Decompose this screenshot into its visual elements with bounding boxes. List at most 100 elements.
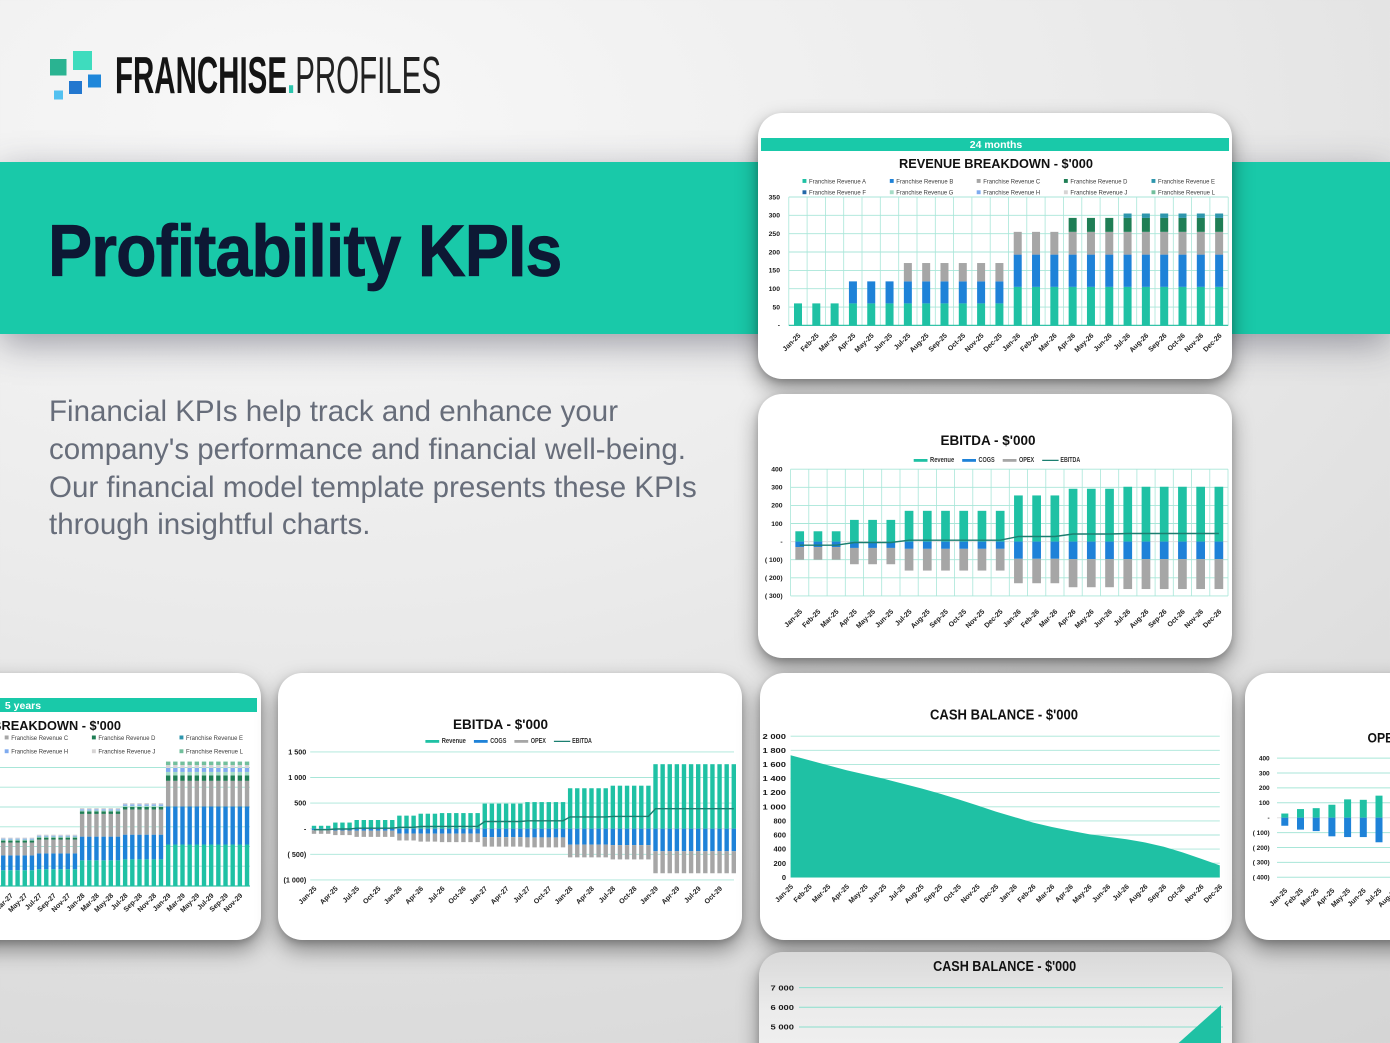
svg-text:Franchise Revenue E: Franchise Revenue E bbox=[1158, 178, 1215, 185]
svg-text:Aug-25: Aug-25 bbox=[910, 608, 932, 630]
svg-text:OPEX BREAKDOWN - $'000: OPEX BREAKDOWN - $'000 bbox=[1368, 731, 1390, 746]
svg-text:-: - bbox=[780, 539, 782, 546]
svg-text:Jul-25: Jul-25 bbox=[342, 885, 361, 904]
svg-text:Apr-25: Apr-25 bbox=[319, 885, 340, 906]
svg-text:Aug-26: Aug-26 bbox=[1129, 608, 1151, 630]
svg-text:Feb-25: Feb-25 bbox=[793, 883, 814, 904]
svg-text:Nov-26: Nov-26 bbox=[1184, 332, 1206, 354]
svg-text:May-26: May-26 bbox=[1074, 608, 1096, 630]
svg-text:300: 300 bbox=[769, 213, 781, 220]
svg-text:Jun-26: Jun-26 bbox=[1091, 883, 1112, 904]
svg-text:Sep-26: Sep-26 bbox=[1147, 883, 1168, 904]
svg-text:Apr-29: Apr-29 bbox=[661, 885, 682, 906]
svg-text:Franchise Revenue G: Franchise Revenue G bbox=[896, 190, 953, 197]
svg-text:Franchise Revenue C: Franchise Revenue C bbox=[983, 178, 1040, 185]
svg-text:(1 000): (1 000) bbox=[284, 876, 307, 885]
svg-text:-: - bbox=[778, 323, 780, 330]
svg-text:50: 50 bbox=[772, 304, 780, 311]
svg-text:Jan-25: Jan-25 bbox=[774, 883, 795, 904]
svg-text:May-26: May-26 bbox=[1074, 332, 1096, 354]
svg-text:600: 600 bbox=[773, 831, 786, 840]
svg-text:5 years: 5 years bbox=[5, 700, 41, 712]
svg-text:Jun-26: Jun-26 bbox=[1093, 332, 1114, 353]
svg-text:Jun-25: Jun-25 bbox=[874, 608, 895, 629]
svg-text:( 400): ( 400) bbox=[1253, 875, 1270, 882]
svg-text:100: 100 bbox=[1259, 800, 1270, 807]
svg-text:Jun-25: Jun-25 bbox=[867, 883, 888, 904]
svg-text:200: 200 bbox=[769, 249, 781, 256]
svg-text:May-26: May-26 bbox=[1072, 883, 1094, 905]
svg-text:EBITDA - $'000: EBITDA - $'000 bbox=[941, 433, 1036, 448]
svg-text:Apr-28: Apr-28 bbox=[575, 885, 596, 906]
svg-text:800: 800 bbox=[773, 817, 786, 826]
svg-text:Oct-25: Oct-25 bbox=[362, 885, 382, 905]
svg-text:Franchise Revenue J: Franchise Revenue J bbox=[98, 749, 155, 756]
svg-text:400: 400 bbox=[1259, 755, 1270, 762]
svg-text:OPEX: OPEX bbox=[1019, 457, 1034, 464]
svg-text:Mar-26: Mar-26 bbox=[1038, 608, 1059, 629]
svg-text:Mar-25: Mar-25 bbox=[820, 608, 841, 629]
svg-text:Franchise Revenue D: Franchise Revenue D bbox=[1070, 178, 1127, 185]
svg-text:100: 100 bbox=[769, 286, 781, 293]
svg-text:250: 250 bbox=[769, 231, 781, 238]
svg-text:Feb-25: Feb-25 bbox=[800, 332, 821, 353]
svg-text:May-25: May-25 bbox=[855, 608, 877, 630]
svg-text:Revenue: Revenue bbox=[930, 457, 954, 464]
svg-text:400: 400 bbox=[771, 467, 783, 474]
svg-text:Jan-25: Jan-25 bbox=[783, 608, 804, 629]
svg-text:Jul-29: Jul-29 bbox=[683, 885, 702, 904]
svg-text:May-25: May-25 bbox=[854, 332, 876, 354]
svg-text:Jan-28: Jan-28 bbox=[554, 885, 575, 906]
svg-text:6 000: 6 000 bbox=[771, 1003, 795, 1012]
svg-text:( 100): ( 100) bbox=[765, 557, 783, 564]
svg-text:EBITDA - $'000: EBITDA - $'000 bbox=[453, 717, 548, 732]
svg-text:EBITDA: EBITDA bbox=[572, 738, 592, 745]
svg-text:5 000: 5 000 bbox=[771, 1023, 795, 1032]
svg-text:Jun-26: Jun-26 bbox=[1093, 608, 1114, 629]
svg-text:Dec-26: Dec-26 bbox=[1203, 883, 1224, 904]
svg-text:Feb-26: Feb-26 bbox=[1020, 608, 1041, 629]
svg-text:200: 200 bbox=[771, 503, 783, 510]
svg-text:Oct-28: Oct-28 bbox=[618, 885, 638, 905]
svg-text:Oct-27: Oct-27 bbox=[533, 885, 553, 905]
svg-text:Aug-26: Aug-26 bbox=[1128, 883, 1150, 905]
svg-text:Mar-25: Mar-25 bbox=[818, 332, 839, 353]
svg-text:Dec-25: Dec-25 bbox=[983, 608, 1004, 629]
svg-text:CASH BALANCE - $'000: CASH BALANCE - $'000 bbox=[933, 959, 1076, 975]
svg-text:-: - bbox=[1268, 815, 1270, 822]
svg-text:Franchise Revenue A: Franchise Revenue A bbox=[809, 178, 867, 185]
svg-text:EBITDA: EBITDA bbox=[1060, 457, 1080, 464]
svg-text:1 500: 1 500 bbox=[288, 748, 306, 757]
svg-text:Jan-25: Jan-25 bbox=[782, 332, 803, 353]
svg-text:-: - bbox=[304, 824, 307, 833]
svg-text:2 000: 2 000 bbox=[763, 732, 787, 741]
svg-text:COGS: COGS bbox=[490, 738, 506, 745]
svg-text:Nov-26: Nov-26 bbox=[1184, 608, 1206, 630]
svg-text:Nov-25: Nov-25 bbox=[964, 332, 986, 354]
svg-text:CASH BALANCE - $'000: CASH BALANCE - $'000 bbox=[930, 707, 1078, 723]
svg-text:Jan-26: Jan-26 bbox=[998, 883, 1019, 904]
svg-text:100: 100 bbox=[771, 521, 783, 528]
svg-text:REVENUE BREAKDOWN - $'000: REVENUE BREAKDOWN - $'000 bbox=[0, 719, 121, 733]
svg-text:Dec-26: Dec-26 bbox=[1202, 608, 1223, 629]
svg-text:( 300): ( 300) bbox=[1253, 860, 1270, 867]
svg-text:Sep-26: Sep-26 bbox=[1147, 608, 1168, 629]
svg-text:Dec-25: Dec-25 bbox=[979, 883, 1000, 904]
svg-text:Oct-29: Oct-29 bbox=[704, 885, 724, 905]
svg-text:1 400: 1 400 bbox=[763, 774, 787, 783]
svg-text:300: 300 bbox=[1259, 770, 1270, 777]
svg-text:REVENUE BREAKDOWN - $'000: REVENUE BREAKDOWN - $'000 bbox=[899, 157, 1093, 171]
svg-text:0: 0 bbox=[782, 873, 786, 882]
svg-text:Franchise Revenue B: Franchise Revenue B bbox=[896, 178, 953, 185]
svg-text:Jan-26: Jan-26 bbox=[383, 885, 404, 906]
svg-text:24 months: 24 months bbox=[970, 139, 1023, 151]
svg-text:Jan-26: Jan-26 bbox=[1002, 608, 1023, 629]
svg-text:Sep-25: Sep-25 bbox=[928, 332, 949, 353]
svg-text:300: 300 bbox=[771, 485, 783, 492]
svg-text:Feb-25: Feb-25 bbox=[801, 608, 822, 629]
svg-text:Dec-26: Dec-26 bbox=[1202, 332, 1223, 353]
svg-text:1 200: 1 200 bbox=[763, 788, 787, 797]
svg-text:Sep-25: Sep-25 bbox=[923, 883, 944, 904]
svg-text:( 300): ( 300) bbox=[765, 593, 783, 600]
svg-text:Feb-26: Feb-26 bbox=[1020, 332, 1041, 353]
